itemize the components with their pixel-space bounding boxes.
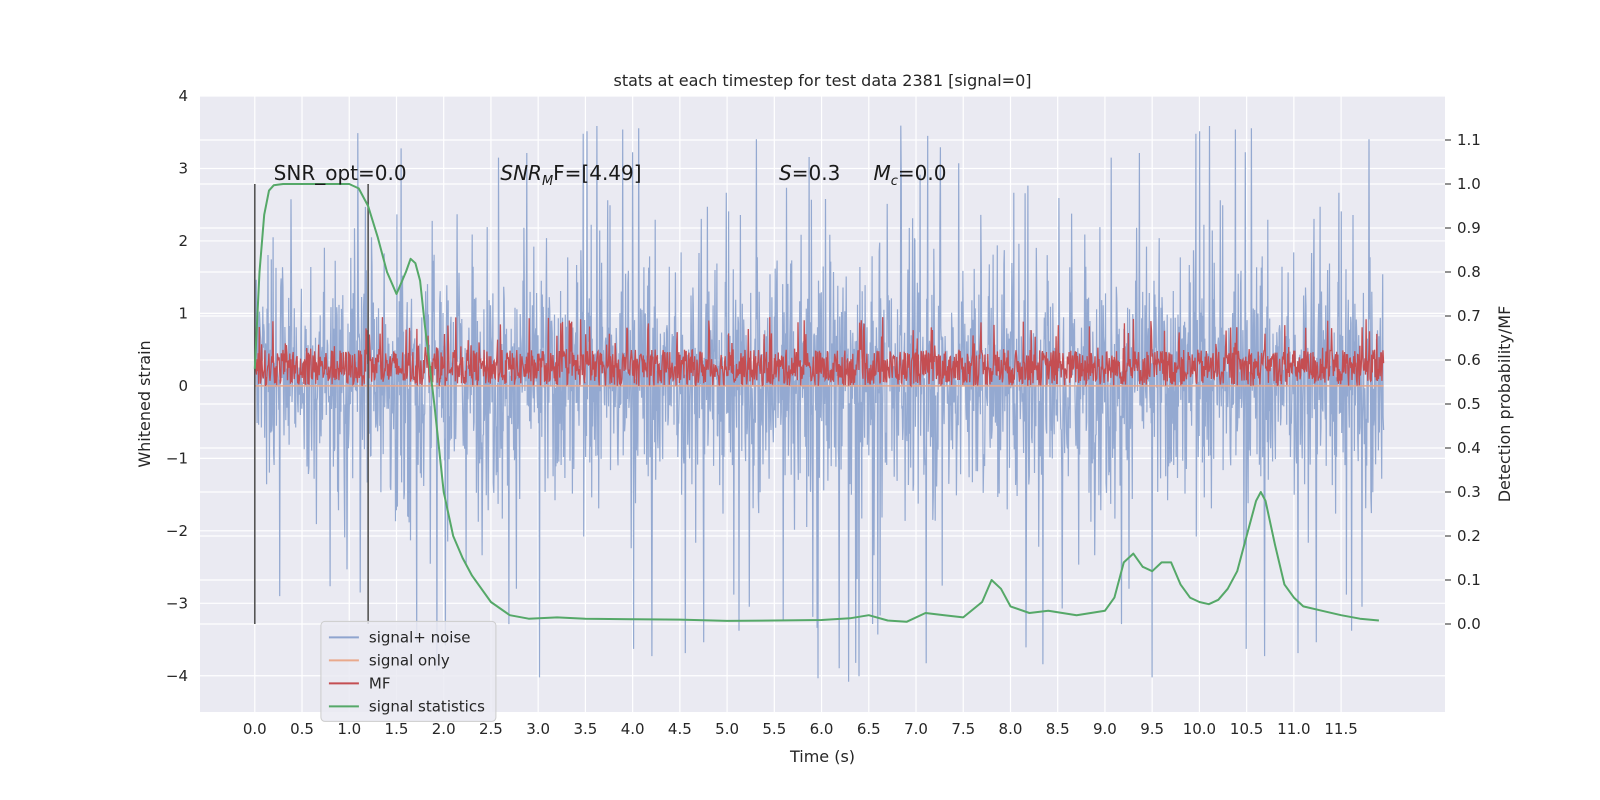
axis-layer: 0.0 0.5 1.0 1.5 2.0 2.5 3.0 3.5 4.0 4.5 5.0 5.5 6.0 6… — [166, 87, 1481, 738]
legend-box — [320, 620, 497, 722]
x-tick-label: 6.5 — [857, 720, 881, 738]
x-tick-label: 6.0 — [810, 720, 834, 738]
legend-label: signal+ noise — [369, 628, 471, 646]
x-tick-label: 2.0 — [432, 720, 456, 738]
series-signal-noise-line — [254, 125, 1385, 682]
y-right-tick-label: 0.6 — [1457, 351, 1481, 369]
y-right-tick-label: 0.7 — [1457, 307, 1481, 325]
x-tick-label: 10.5 — [1230, 720, 1263, 738]
x-tick-label: 1.5 — [385, 720, 409, 738]
x-tick-label: 4.5 — [668, 720, 692, 738]
y-axis-right-label: Detection probability/MF — [1495, 306, 1514, 503]
x-tick-label: 10.0 — [1183, 720, 1216, 738]
y-right-tick-label: 0.2 — [1457, 527, 1481, 545]
y-right-tick-label: 0.1 — [1457, 571, 1481, 589]
y-right-tick-label: 0.0 — [1457, 615, 1481, 633]
x-tick-label: 9.0 — [1093, 720, 1117, 738]
x-tick-label: 7.0 — [904, 720, 928, 738]
y-tick-label: 3 — [178, 159, 188, 177]
x-tick-label: 3.5 — [573, 720, 597, 738]
y-tick-label: 1 — [178, 304, 188, 322]
annotation-snr-mf-value: F=[4.49] — [553, 161, 641, 185]
annotation-snr-mf-name: SNR — [500, 161, 542, 185]
x-tick-label: 2.5 — [479, 720, 503, 738]
y-tick-label: −3 — [166, 594, 188, 612]
x-tick-label: 0.5 — [290, 720, 314, 738]
annotation-mc: Mc=0.0 — [874, 161, 947, 189]
x-tick-label: 1.0 — [337, 720, 361, 738]
x-tick-label: 5.5 — [762, 720, 786, 738]
y-tick-label: 0 — [178, 377, 188, 395]
x-axis-label: Time (s) — [789, 747, 855, 766]
y-tick-label: −2 — [166, 522, 188, 540]
legend-label: signal only — [369, 651, 450, 669]
legend: signal+ noise signal only MF signal statist… — [320, 620, 497, 722]
y-tick-label: 2 — [178, 232, 188, 250]
x-tick-label: 11.5 — [1324, 720, 1357, 738]
annotation-s-value: =0.3 — [792, 161, 841, 185]
legend-label: MF — [369, 674, 391, 692]
y-tick-label: −4 — [166, 667, 188, 685]
annotation-snr-mf-subscript: M — [542, 174, 553, 189]
annotation-snr-mf: SNRMF=[4.49] — [500, 161, 641, 189]
x-tick-label: 9.5 — [1140, 720, 1164, 738]
y-right-tick-label: 0.3 — [1457, 483, 1481, 501]
annotation-s: S=0.3 — [779, 161, 840, 185]
x-tick-label: 7.5 — [951, 720, 975, 738]
annotation-mc-symbol: M — [874, 161, 891, 185]
legend-label: signal statistics — [369, 697, 485, 715]
annotation-mc-subscript: c — [891, 174, 898, 189]
y-right-tick-label: 0.5 — [1457, 395, 1481, 413]
series-signal-statistics-line — [253, 183, 1379, 623]
chart-title: stats at each timestep for test data 238… — [613, 71, 1031, 90]
annotation-snr-opt: SNR_opt=0.0 — [274, 161, 407, 185]
x-tick-label: 4.0 — [621, 720, 645, 738]
y-axis-label: Whitened strain — [135, 340, 154, 467]
data-layer — [253, 125, 1385, 682]
annotation-mc-value: =0.0 — [898, 161, 947, 185]
x-tick-label: 3.0 — [526, 720, 550, 738]
series-mf-line — [254, 317, 1385, 388]
y-tick-label: −1 — [166, 449, 188, 467]
x-tick-label: 5.0 — [715, 720, 739, 738]
y-right-tick-label: 0.9 — [1457, 219, 1481, 237]
x-tick-label: 8.0 — [999, 720, 1023, 738]
x-tick-label: 11.0 — [1277, 720, 1310, 738]
y-right-tick-label: 0.4 — [1457, 439, 1481, 457]
y-right-tick-label: 1.1 — [1457, 131, 1481, 149]
y-right-tick-label: 0.8 — [1457, 263, 1481, 281]
y-right-tick-label: 1.0 — [1457, 175, 1481, 193]
x-tick-label: 8.5 — [1046, 720, 1070, 738]
x-tick-label: 0.0 — [243, 720, 267, 738]
annotation-s-symbol: S — [779, 161, 792, 185]
y-tick-label: 4 — [178, 87, 188, 105]
